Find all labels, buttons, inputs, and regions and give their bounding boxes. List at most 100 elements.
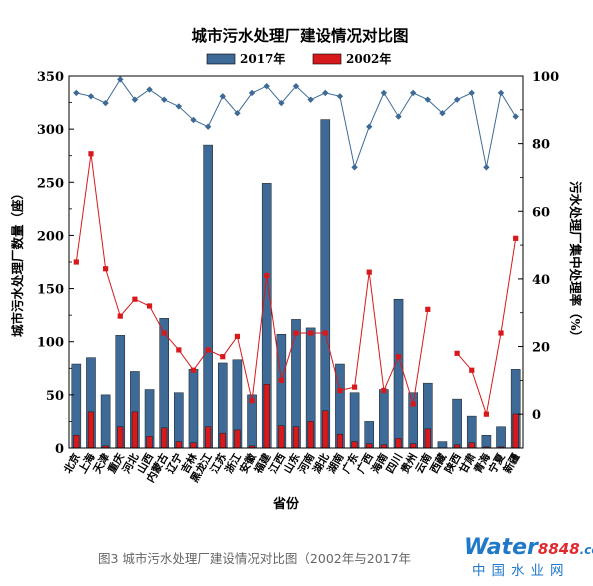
rate-2002-point-14 bbox=[278, 377, 284, 383]
x-axis-label: 省份 bbox=[272, 496, 300, 512]
bar-2002-14 bbox=[278, 425, 285, 449]
y-right-tick-label-4: 80 bbox=[532, 138, 550, 153]
y-right-tick-label-5: 100 bbox=[532, 70, 559, 85]
y-axis-label-left: 城市污水处理厂数量（座） bbox=[10, 187, 25, 337]
rate-2017-point-29 bbox=[497, 89, 505, 97]
bar-2017-25 bbox=[437, 441, 448, 449]
rate-2002-point-15 bbox=[293, 330, 299, 336]
rate-2017-point-28 bbox=[483, 164, 490, 171]
bar-2017-28 bbox=[481, 435, 492, 449]
bar-2017-8 bbox=[188, 369, 199, 449]
bar-2002-27 bbox=[468, 442, 475, 449]
bar-2002-30 bbox=[512, 413, 519, 449]
rate-2017-point-10 bbox=[219, 93, 226, 100]
y-axis-label-right: 污水处理厂集中处理率（%） bbox=[568, 181, 583, 343]
bar-2017-21 bbox=[379, 389, 389, 449]
rate-2002-point-5 bbox=[146, 303, 153, 309]
rate-2002-point-28 bbox=[483, 411, 489, 417]
bar-2017-22 bbox=[393, 298, 404, 449]
legend-label-2002: 2002年 bbox=[346, 51, 391, 66]
bar-2002-13 bbox=[263, 383, 270, 449]
rate-2002-point-24 bbox=[425, 306, 431, 312]
rate-2017-point-30 bbox=[512, 113, 519, 120]
rate-2002-point-17 bbox=[322, 330, 328, 336]
y-left-tick-label-6: 300 bbox=[37, 123, 64, 138]
rate-2002-point-8 bbox=[190, 367, 197, 373]
rate-2017-point-19 bbox=[351, 164, 358, 171]
bar-2017-7 bbox=[174, 392, 184, 449]
rate-2017-point-24 bbox=[424, 96, 432, 103]
rate-2017-point-16 bbox=[307, 96, 314, 103]
rate-2017-point-23 bbox=[409, 89, 417, 97]
rate-2017-point-12 bbox=[248, 89, 256, 97]
rate-2002-point-22 bbox=[395, 354, 402, 360]
bar-2002-8 bbox=[190, 442, 197, 449]
bar-2002-11 bbox=[234, 429, 241, 449]
bar-2002-4 bbox=[131, 411, 138, 449]
rate-2017-point-3 bbox=[117, 76, 124, 83]
figure-caption: 图3 城市污水处理厂建设情况对比图（2002年与2017年 bbox=[98, 551, 412, 566]
y-right-tick-label-2: 40 bbox=[532, 273, 550, 288]
y-right-tick-label-0: 0 bbox=[532, 408, 541, 423]
rate-2002-point-6 bbox=[161, 330, 167, 336]
bar-2002-9 bbox=[205, 426, 212, 449]
rate-2002-point-26 bbox=[454, 350, 460, 356]
rate-2017-point-9 bbox=[204, 123, 212, 130]
rate-2002-line-0 bbox=[75, 153, 429, 405]
rate-2002-point-4 bbox=[132, 296, 138, 302]
bar-2002-22 bbox=[395, 438, 402, 449]
bar-2002-19 bbox=[351, 441, 358, 449]
rate-2002-point-0 bbox=[73, 259, 79, 265]
rate-2017-point-8 bbox=[190, 116, 197, 124]
bar-2002-24 bbox=[424, 428, 431, 449]
bar-2002-1 bbox=[87, 411, 95, 449]
bar-2002-0 bbox=[73, 435, 80, 449]
rate-2017-point-20 bbox=[366, 123, 373, 130]
rate-2002-point-21 bbox=[381, 387, 387, 394]
rate-2002-line-1 bbox=[456, 238, 517, 415]
rate-2002-point-19 bbox=[351, 384, 358, 390]
rate-2017-point-11 bbox=[234, 110, 241, 117]
bar-2002-7 bbox=[175, 441, 182, 449]
rate-2017-point-18 bbox=[336, 93, 344, 100]
y-left-tick-label-2: 100 bbox=[37, 336, 64, 351]
legend-label-2017: 2017年 bbox=[240, 51, 285, 66]
rate-2002-point-16 bbox=[308, 330, 314, 336]
rate-2002-point-2 bbox=[103, 266, 109, 272]
logo-wordmark: Water8848.com bbox=[464, 535, 593, 562]
rate-2017-point-17 bbox=[322, 89, 329, 97]
legend-swatch-2017 bbox=[206, 53, 236, 65]
rate-2002-point-11 bbox=[234, 333, 241, 339]
bar-2002-18 bbox=[336, 433, 343, 449]
rate-2017-point-21 bbox=[380, 89, 388, 97]
y-left-tick-label-1: 50 bbox=[46, 389, 64, 404]
y-left-tick-label-7: 350 bbox=[37, 70, 64, 85]
rate-2017-point-7 bbox=[175, 103, 183, 110]
bar-2002-20 bbox=[366, 443, 373, 449]
bar-2002-6 bbox=[161, 427, 168, 449]
rate-2017-point-14 bbox=[278, 99, 285, 107]
logo-brand-number: 8848 bbox=[537, 540, 580, 558]
rate-2017-point-4 bbox=[131, 96, 139, 103]
rate-2017-point-6 bbox=[160, 96, 168, 103]
bar-2017-9 bbox=[203, 144, 213, 449]
bar-layer bbox=[71, 119, 521, 449]
rate-2017-point-27 bbox=[468, 89, 475, 97]
rate-2002-point-7 bbox=[176, 347, 182, 353]
rate-2002-point-10 bbox=[220, 354, 226, 360]
rate-2002-point-23 bbox=[410, 401, 416, 407]
rate-2017-point-1 bbox=[87, 93, 95, 100]
bar-2002-5 bbox=[146, 436, 153, 449]
logo-subtitle: 中国水业网 bbox=[472, 563, 570, 579]
rate-2017-point-22 bbox=[395, 113, 402, 120]
rate-2002-point-12 bbox=[249, 398, 255, 404]
bar-2002-17 bbox=[322, 410, 329, 449]
legend: 2017年 2002年 bbox=[206, 51, 391, 66]
rate-2002-point-13 bbox=[264, 272, 270, 279]
rate-2002-point-20 bbox=[366, 269, 372, 275]
bar-2017-19 bbox=[349, 392, 360, 449]
y-left-tick-label-4: 200 bbox=[37, 229, 64, 244]
bar-2002-3 bbox=[117, 426, 124, 449]
rate-2002-point-9 bbox=[205, 347, 211, 353]
logo-brand-water: Water bbox=[464, 535, 538, 560]
